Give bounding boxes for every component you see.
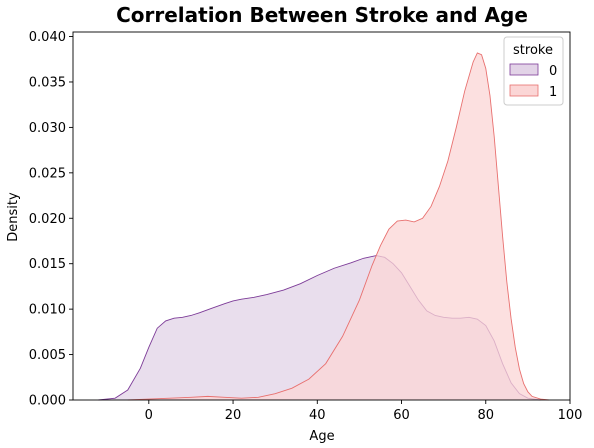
y-tick-label: 0.000 <box>29 394 66 409</box>
density-line-stroke-1 <box>127 52 549 401</box>
x-axis-label: Age <box>309 429 334 444</box>
y-axis-label: Density <box>6 192 21 242</box>
x-tick-label: 40 <box>309 408 326 423</box>
legend-label-stroke-1: 1 <box>549 85 557 100</box>
series-layer <box>98 52 549 401</box>
x-tick-label: 80 <box>477 408 494 423</box>
chart-title: Correlation Between Stroke and Age <box>116 3 528 27</box>
legend: stroke 0 1 <box>503 36 564 106</box>
y-tick-label: 0.005 <box>29 348 66 363</box>
y-tick-label: 0.040 <box>29 30 66 45</box>
y-tick-label: 0.030 <box>29 121 66 136</box>
x-tick-label: 100 <box>558 408 583 423</box>
x-tick-label: 20 <box>225 408 242 423</box>
x-tick-label: 0 <box>145 408 153 423</box>
axes-layer: 0 20 40 60 80 100 0.000 0.005 0.010 0.015 0.020 0.0… <box>29 30 583 423</box>
legend-title: stroke <box>513 43 553 58</box>
y-tick-label: 0.025 <box>29 166 66 181</box>
y-tick-label: 0.010 <box>29 303 66 318</box>
y-tick-label: 0.020 <box>29 212 66 227</box>
plot-frame <box>72 31 571 401</box>
legend-swatch-stroke-0 <box>509 63 539 76</box>
y-tick-label: 0.035 <box>29 75 66 90</box>
y-tick-label: 0.015 <box>29 257 66 272</box>
x-tick-label: 60 <box>393 408 410 423</box>
legend-label-stroke-0: 0 <box>549 64 557 79</box>
density-area-stroke-1 <box>127 52 549 401</box>
legend-swatch-stroke-1 <box>509 84 539 97</box>
